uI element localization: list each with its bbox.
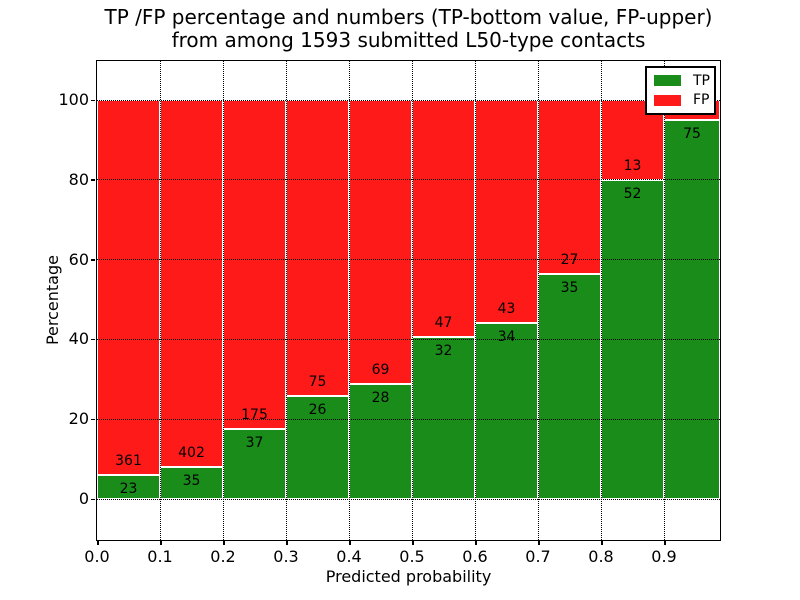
x-tick-label: 0.2	[210, 547, 236, 566]
x-tick-mark	[538, 541, 540, 545]
gridline-h	[97, 259, 720, 261]
x-tick-label: 0.3	[273, 547, 299, 566]
x-axis-label: Predicted probability	[325, 567, 492, 586]
bar-segment-fp	[538, 100, 601, 274]
gridline-h	[97, 179, 720, 181]
gridline-v	[537, 61, 539, 540]
y-tick-mark	[91, 418, 95, 421]
bar-count-label-tp: 37	[245, 435, 264, 452]
y-axis-label: Percentage	[43, 255, 62, 346]
legend-label-fp: FP	[693, 92, 710, 109]
legend-item-tp: TP	[647, 74, 714, 88]
y-tick-label: 80	[68, 169, 89, 189]
bar-segment-fp	[349, 100, 412, 384]
bar-count-label-fp: 75	[308, 374, 327, 391]
x-tick-mark	[223, 541, 225, 545]
bar-segment-tp	[160, 467, 223, 499]
gridline-h	[97, 498, 720, 500]
y-tick-label: 100	[58, 90, 89, 109]
gridline-v	[411, 61, 413, 540]
y-tick-mark	[91, 179, 95, 181]
bar-count-label-tp: 28	[371, 389, 390, 406]
bar-count-label-tp: 35	[560, 279, 579, 296]
tp-swatch	[654, 75, 681, 87]
bar-segment-tp	[538, 273, 601, 499]
gridline-h	[97, 338, 720, 340]
gridline-v	[600, 61, 602, 540]
bar-count-label-tp: 26	[308, 402, 327, 419]
chart-title: TP /FP percentage and numbers (TP-bottom…	[97, 6, 720, 52]
y-tick-label: 60	[68, 249, 89, 269]
bar-segment-fp	[160, 100, 223, 468]
x-tick-mark	[664, 541, 666, 545]
bar-count-label-fp: 47	[434, 315, 453, 332]
gridline-v	[159, 61, 161, 540]
x-tick-label: 0.8	[588, 547, 614, 566]
gridline-h	[97, 99, 720, 101]
bar-segment-tp	[286, 396, 349, 499]
x-tick-label: 0.0	[84, 547, 110, 566]
bar-count-label-fp: 402	[178, 445, 205, 462]
bar-segment-fp	[223, 100, 286, 430]
bar-count-label-fp: 43	[497, 300, 516, 317]
y-tick-mark	[91, 99, 95, 101]
x-tick-label: 0.7	[525, 547, 551, 566]
bar-segment-tp	[349, 383, 412, 499]
fp-swatch	[654, 94, 681, 106]
y-tick-mark	[91, 498, 95, 500]
bar-segment-tp	[664, 120, 720, 499]
legend-label-tp: TP	[693, 72, 710, 89]
bar-segment-fp	[412, 100, 475, 338]
bar-count-label-tp: 32	[434, 343, 453, 360]
bar-count-label-fp: 13	[623, 157, 642, 174]
legend-item-fp: FP	[647, 93, 714, 107]
y-tick-label: 40	[68, 329, 89, 349]
gridline-v	[222, 61, 224, 540]
bar-segment-tp	[223, 429, 286, 499]
bar-count-label-tp: 34	[497, 328, 516, 345]
x-tick-mark	[601, 541, 603, 545]
chart-title-line1: TP /FP percentage and numbers (TP-bottom…	[104, 5, 713, 29]
x-tick-label: 0.4	[336, 547, 362, 566]
bar-count-label-tp: 75	[683, 126, 701, 143]
x-tick-label: 0.9	[651, 547, 677, 566]
bar-count-label-tp: 23	[119, 481, 138, 498]
chart-title-line2: from among 1593 submitted L50-type conta…	[171, 28, 646, 52]
bar-count-label-tp: 52	[623, 185, 642, 202]
bar-segment-fp	[97, 100, 160, 476]
bar-segment-tp	[475, 322, 538, 499]
gridline-v	[663, 61, 665, 540]
x-tick-mark	[349, 541, 351, 545]
y-tick-mark	[91, 338, 95, 341]
y-tick-label: 0	[78, 489, 89, 508]
gridline-v	[285, 61, 287, 540]
y-tick-label: 20	[68, 409, 89, 429]
x-tick-mark	[286, 541, 288, 545]
plot-area: TP FP 361 23 402 35 175 37 75 26 69 28 47 32 43 34 27 3…	[96, 60, 721, 541]
y-tick-mark	[91, 259, 95, 261]
gridline-h	[97, 418, 720, 420]
bar-count-label-fp: 361	[115, 453, 142, 470]
gridline-v	[348, 61, 350, 540]
bar-segment-tp	[412, 337, 475, 499]
x-tick-mark	[160, 541, 162, 545]
bar-count-label-fp: 69	[371, 361, 390, 378]
x-tick-label: 0.5	[399, 547, 425, 566]
legend: TP FP	[645, 66, 716, 115]
bar-count-label-fp: 175	[241, 407, 268, 424]
bar-count-label-tp: 35	[182, 473, 201, 490]
bar-segment-fp	[475, 100, 538, 323]
gridline-v	[474, 61, 476, 540]
bar-count-label-fp: 27	[560, 251, 579, 268]
bar-segment-fp	[286, 100, 349, 397]
x-tick-label: 0.1	[147, 547, 173, 566]
x-tick-label: 0.6	[462, 547, 488, 566]
x-tick-mark	[475, 541, 477, 545]
x-tick-mark	[97, 541, 99, 545]
x-tick-mark	[412, 541, 414, 545]
